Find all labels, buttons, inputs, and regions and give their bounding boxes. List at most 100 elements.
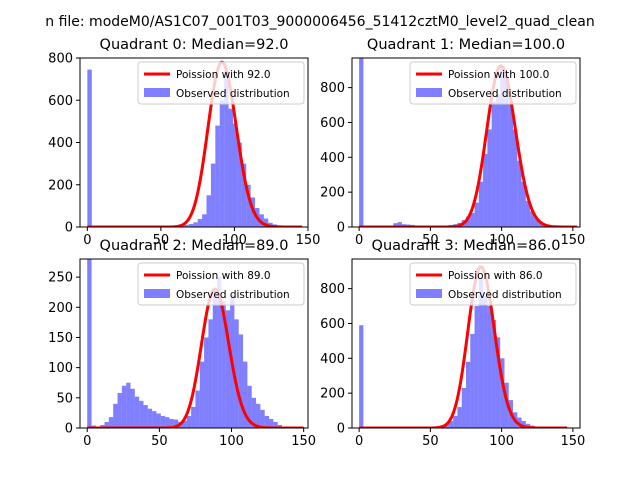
x-tick-label: 0 (83, 233, 91, 248)
histogram-bar (256, 403, 261, 428)
quadrant-panels: 0 50 100 150 0 200 400 600 800 Quadrant 0: Median… (48, 37, 585, 449)
histogram-bar (195, 390, 200, 428)
histogram-bar (212, 289, 218, 428)
legend-label-observed: Observed distribution (176, 289, 290, 301)
x-tick-label: 0 (355, 233, 363, 248)
y-tick-label: 200 (48, 301, 73, 316)
histogram-bar (221, 301, 226, 428)
legend-label-poisson: Poission with 100.0 (448, 69, 549, 81)
histogram-bar (238, 334, 244, 428)
y-tick-label: 800 (48, 52, 73, 67)
y-tick-label: 0 (65, 422, 73, 437)
histogram-bar (495, 337, 501, 428)
y-tick-label: 150 (48, 331, 73, 346)
histogram-bar (457, 407, 462, 428)
histogram-bar (215, 125, 220, 227)
histogram-bar (206, 195, 211, 227)
y-tick-label: 400 (320, 151, 345, 166)
histogram-bar (204, 337, 209, 428)
histogram-bar (219, 100, 225, 227)
histogram-bar (466, 216, 471, 227)
poisson-curve (87, 60, 303, 227)
y-tick-label: 600 (48, 94, 73, 109)
legend-box (137, 61, 305, 105)
legend-label-poisson: Poission with 89.0 (176, 270, 271, 282)
legend: Poission with 92.0 Observed distribution (137, 61, 305, 105)
legend: Poission with 89.0 Observed distribution (137, 262, 305, 306)
histogram-bar (87, 69, 92, 227)
histogram-bar (100, 424, 105, 428)
x-tick-label: 150 (560, 233, 585, 248)
histogram-bar (269, 418, 274, 428)
histogram-bar (273, 421, 278, 428)
histogram-bar (359, 325, 364, 428)
histogram-bar (466, 361, 471, 428)
histogram-bar (448, 421, 454, 428)
histogram-bar (246, 184, 251, 227)
histogram-bar (188, 224, 194, 227)
histogram-bar (126, 382, 131, 428)
legend-box (137, 262, 305, 306)
histogram-bar (108, 417, 114, 428)
histogram-bar (232, 123, 238, 227)
histogram-bar (241, 163, 247, 227)
histogram-bar (517, 160, 522, 227)
axes-frame (79, 258, 309, 429)
histogram-bar (165, 417, 170, 428)
histogram-bar (104, 421, 109, 428)
legend-bar-swatch (416, 88, 442, 97)
legend-label-observed: Observed distribution (176, 88, 290, 100)
histogram-bar (173, 419, 179, 428)
histogram-bar (113, 403, 118, 428)
x-tick-label: 100 (219, 434, 244, 449)
histogram-bar (182, 420, 187, 428)
axes-frame (351, 258, 581, 429)
histogram-bar (191, 406, 196, 428)
histogram-bar (359, 58, 364, 227)
histogram-bar (224, 70, 229, 227)
y-tick-label: 0 (337, 422, 345, 437)
histogram-bar (478, 278, 484, 428)
histogram-bar (397, 222, 402, 227)
histogram-bar (513, 129, 518, 227)
quadrant-0-chart: 0 50 100 150 0 200 400 600 800 Quadrant 0: Median… (48, 37, 320, 248)
histogram-bar (530, 211, 535, 227)
y-tick-label: 600 (320, 317, 345, 332)
y-tick-label: 800 (320, 282, 345, 297)
quadrant-2-chart: 0 50 100 150 0 50 100 150 200 250 Quadrant 2: Medi… (48, 238, 316, 449)
histogram-bar (121, 385, 127, 428)
legend: Poission with 100.0 Observed distribution (409, 61, 577, 105)
histogram-bar (186, 415, 192, 428)
legend-label-poisson: Poission with 86.0 (448, 270, 543, 282)
histogram-bar (210, 163, 216, 227)
x-tick-label: 150 (560, 434, 585, 449)
x-tick-label: 100 (489, 233, 514, 248)
histogram-bar (134, 396, 140, 428)
histogram-bar (260, 409, 265, 428)
histogram-bar (234, 319, 239, 428)
quadrant-1-plot-area (359, 58, 578, 227)
x-tick-label: 100 (222, 233, 247, 248)
legend-box (409, 61, 577, 105)
histogram-bar (117, 392, 122, 428)
histogram-bar (508, 101, 514, 227)
quadrant-0-plot-area (87, 60, 303, 227)
subplot-title: Quadrant 0: Median=92.0 (100, 37, 289, 53)
histogram-bar (225, 310, 231, 428)
x-tick-label: 0 (355, 434, 363, 449)
histogram-bar (197, 218, 203, 227)
histogram-bar (521, 181, 526, 227)
histogram-bar (461, 387, 466, 428)
histogram-bar (483, 295, 488, 428)
histogram-bar (487, 306, 492, 428)
legend-bar-swatch (144, 289, 170, 298)
histogram-bar (147, 408, 153, 428)
histogram-bar (237, 142, 242, 227)
histogram-bar (534, 218, 539, 227)
poisson-curve (359, 64, 578, 227)
histogram-bar (217, 277, 222, 428)
y-tick-label: 200 (320, 387, 345, 402)
y-tick-label: 0 (65, 221, 73, 236)
histogram-bar (525, 200, 531, 227)
